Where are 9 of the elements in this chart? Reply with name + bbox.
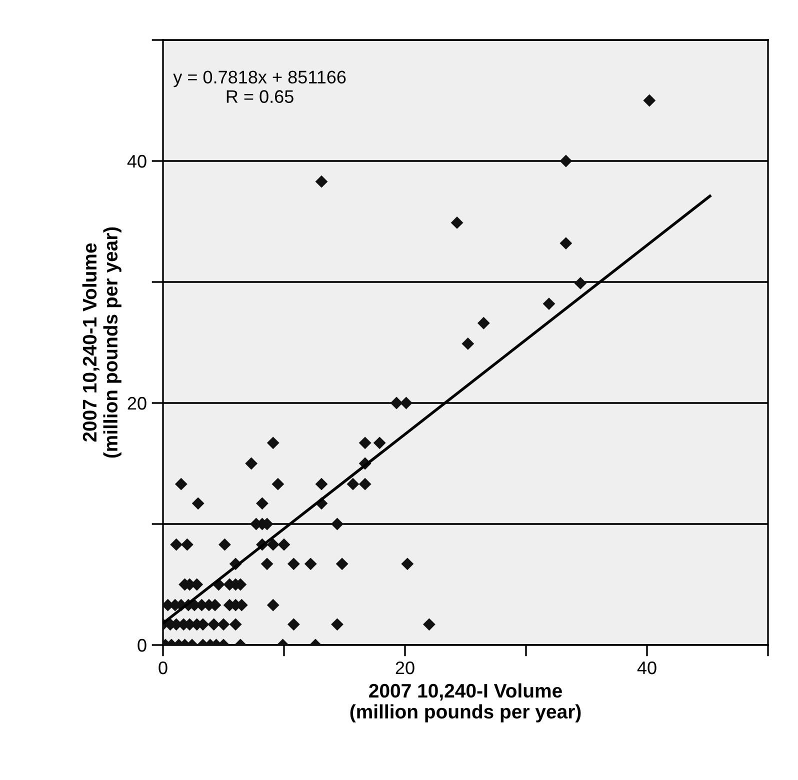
y-tick-label: 0	[138, 638, 146, 652]
x-tick-label: 0	[158, 661, 168, 674]
x-tick-label: 40	[637, 661, 656, 674]
x-tick-label: 20	[396, 661, 414, 674]
y-tick-label: 20	[128, 396, 146, 410]
y-tick-label: 40	[127, 154, 146, 168]
y-axis-title: 2007 10,240-1 Volume (million pounds per year)	[82, 227, 122, 458]
x-axis-title: 2007 10,240-I Volume (million pounds per year)	[350, 683, 581, 722]
annotation: y = 0.7818x + 851166 R = 0.65	[173, 70, 346, 103]
